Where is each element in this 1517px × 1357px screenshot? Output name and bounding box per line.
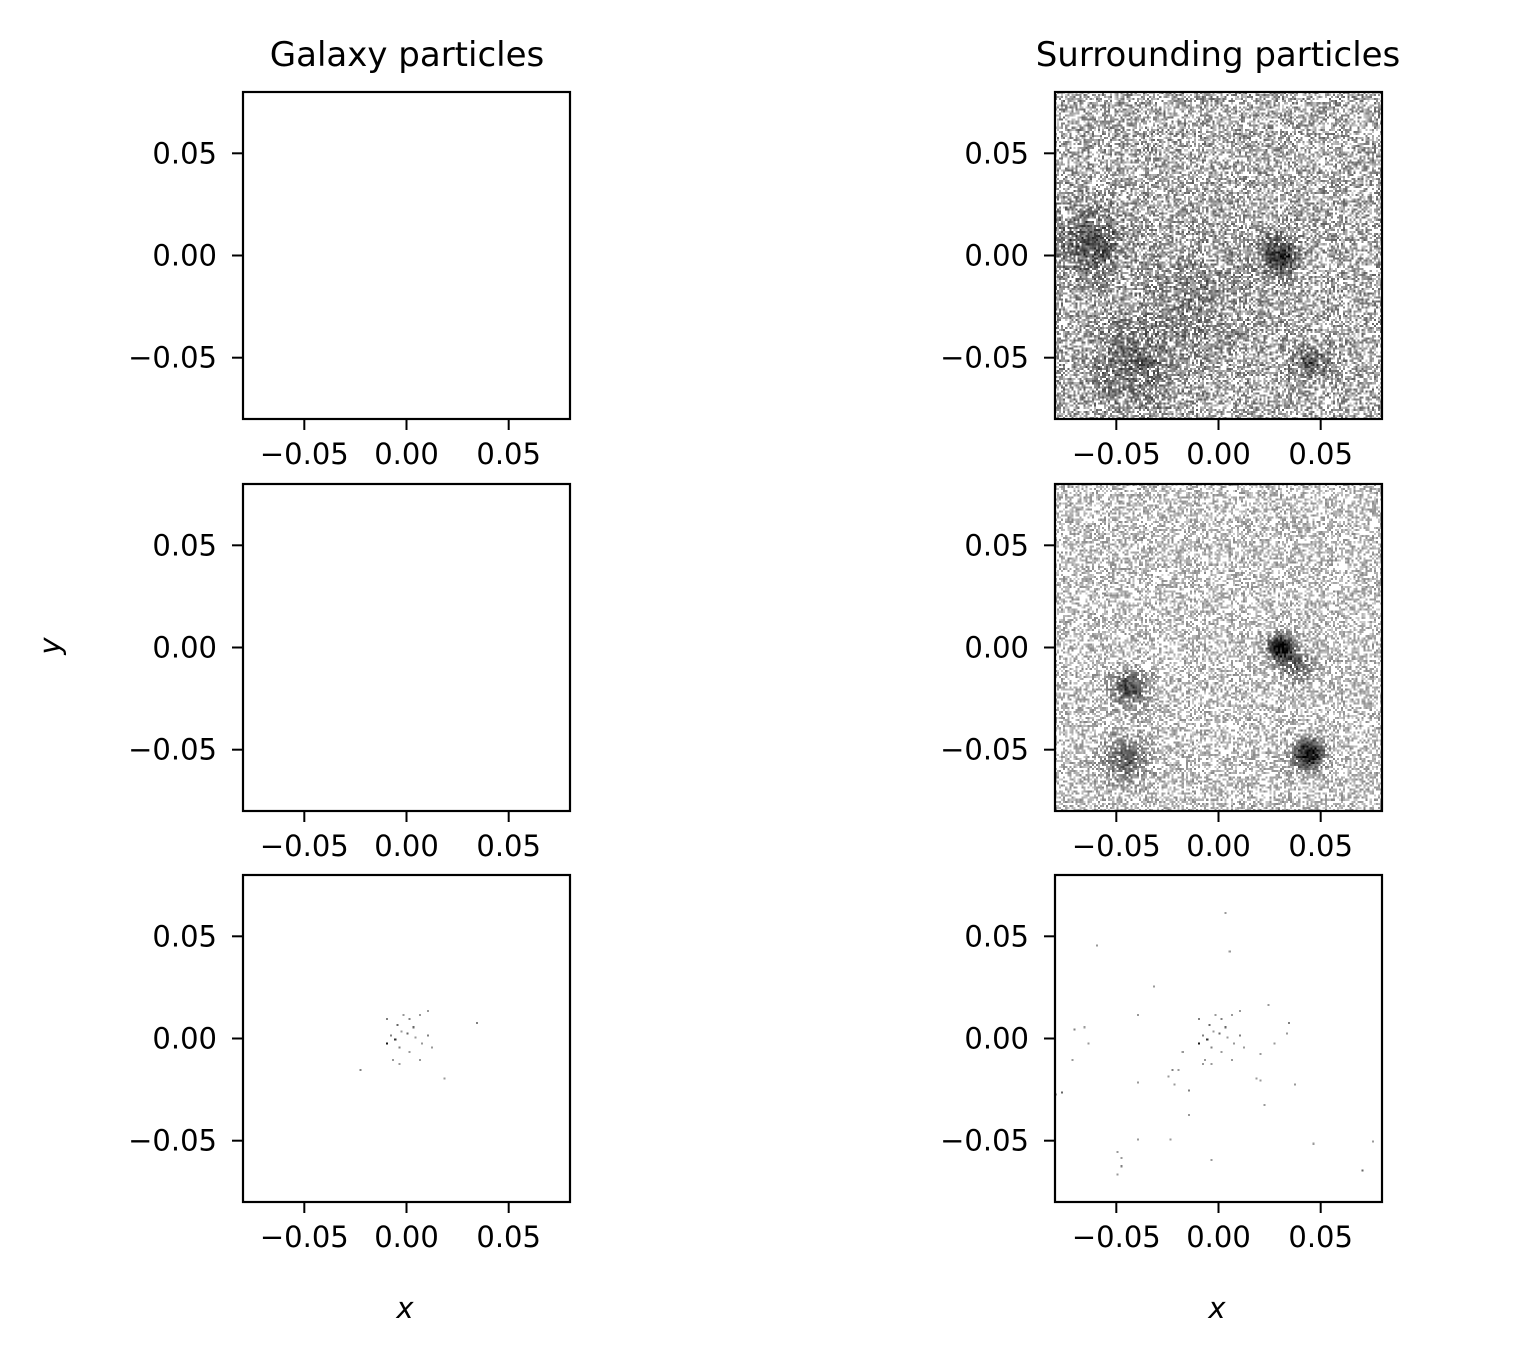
x-tick-label: 0.05 (476, 1220, 541, 1254)
x-tick-label: 0.00 (374, 1220, 439, 1254)
x-tick-label: 0.00 (374, 437, 439, 471)
y-tick-label: −0.05 (940, 733, 1029, 767)
axes-frame (243, 484, 570, 811)
panel-r2-c1: −0.05 0.00 0.05 −0.05 0.00 0.05 (940, 875, 1382, 1254)
y-tick-label: −0.05 (940, 1124, 1029, 1158)
y-tick-label: 0.05 (964, 136, 1029, 170)
x-tick-label: 0.00 (1186, 829, 1251, 863)
y-axis-label: y (33, 637, 67, 656)
y-tick-label: −0.05 (940, 341, 1029, 375)
column-title-galaxy: Galaxy particles (270, 35, 544, 75)
x-tick-label: 0.05 (476, 829, 541, 863)
density-heatmap (1055, 92, 1382, 419)
y-tick-label: 0.05 (152, 136, 217, 170)
y-tick-label: 0.00 (964, 1022, 1029, 1056)
y-tick-label: 0.00 (964, 239, 1029, 273)
y-tick-label: 0.00 (964, 631, 1029, 665)
panel-r1-c1: −0.05 0.00 0.05 −0.05 0.00 0.05 (940, 484, 1382, 863)
y-tick-label: −0.05 (128, 1124, 217, 1158)
x-tick-label: 0.05 (1288, 829, 1353, 863)
x-tick-label: 0.05 (1288, 1220, 1353, 1254)
y-tick-label: 0.05 (152, 528, 217, 562)
x-tick-label: −0.05 (1072, 1220, 1161, 1254)
panel-r2-c0: −0.05 0.00 0.05 −0.05 0.00 0.05 (128, 875, 570, 1254)
y-tick-label: 0.05 (964, 919, 1029, 953)
y-tick-label: −0.05 (128, 341, 217, 375)
y-tick-label: −0.05 (128, 733, 217, 767)
y-tick-label: 0.05 (152, 919, 217, 953)
panel-r0-c0: −0.05 0.00 0.05 −0.05 0.00 0.05 (128, 92, 570, 471)
density-heatmap (1055, 875, 1382, 1202)
x-tick-label: 0.00 (1186, 437, 1251, 471)
x-tick-label: 0.00 (374, 829, 439, 863)
x-tick-label: −0.05 (1072, 829, 1161, 863)
column-title-surrounding: Surrounding particles (1036, 35, 1401, 75)
y-tick-label: 0.00 (152, 631, 217, 665)
panel-r1-c0: −0.05 0.00 0.05 −0.05 0.00 0.05 (128, 484, 570, 863)
y-tick-label: 0.00 (152, 1022, 217, 1056)
density-heatmap (243, 875, 570, 1202)
x-tick-label: −0.05 (260, 829, 349, 863)
x-tick-label: 0.05 (1288, 437, 1353, 471)
axes-frame (243, 92, 570, 419)
x-tick-label: −0.05 (1072, 437, 1161, 471)
x-axis-label-right: x (1207, 1291, 1226, 1325)
y-tick-label: 0.00 (152, 239, 217, 273)
x-tick-label: 0.00 (1186, 1220, 1251, 1254)
y-tick-label: 0.05 (964, 528, 1029, 562)
x-axis-label-left: x (395, 1291, 414, 1325)
x-tick-label: −0.05 (260, 1220, 349, 1254)
x-tick-label: −0.05 (260, 437, 349, 471)
density-heatmap (1055, 484, 1382, 811)
panel-r0-c1: −0.05 0.00 0.05 −0.05 0.00 0.05 (940, 92, 1382, 471)
x-tick-label: 0.05 (476, 437, 541, 471)
